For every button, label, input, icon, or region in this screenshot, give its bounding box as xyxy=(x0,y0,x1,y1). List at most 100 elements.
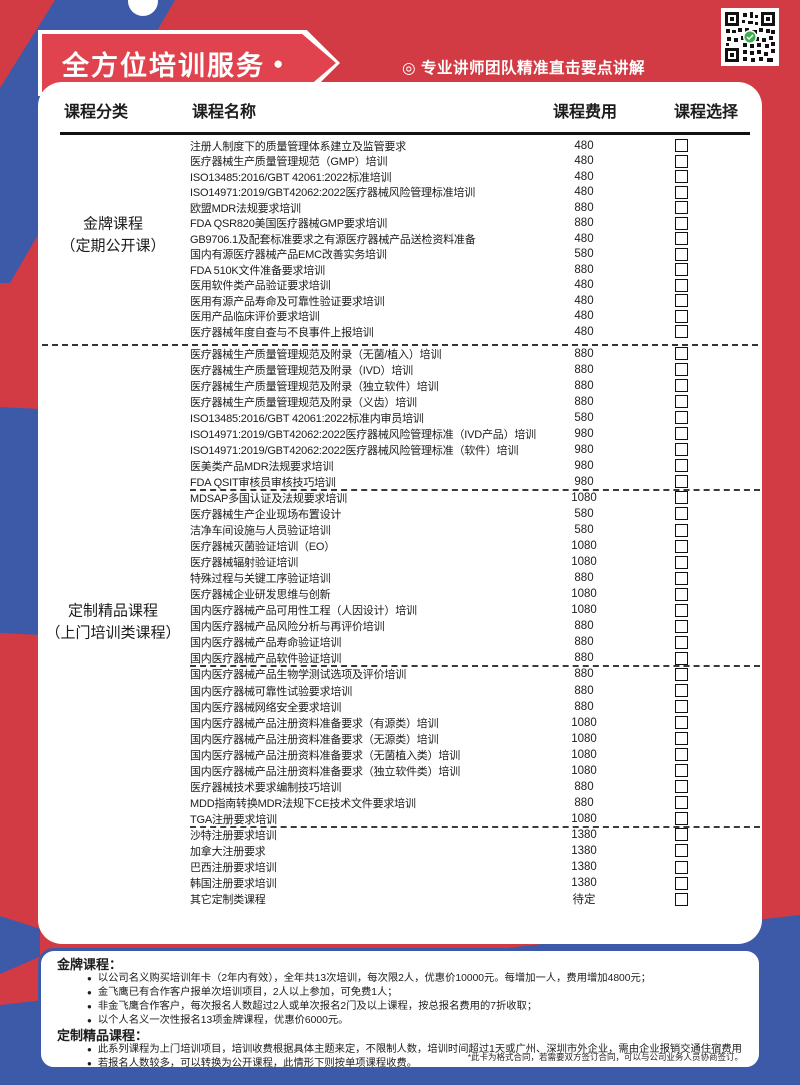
course-name: 国内医疗器械产品注册资料准备要求（无菌植入类）培训 xyxy=(190,749,460,762)
course-select-checkbox[interactable] xyxy=(674,571,688,585)
course-select-checkbox[interactable] xyxy=(674,475,688,489)
course-select-checkbox[interactable] xyxy=(674,427,688,441)
course-fee: 1080 xyxy=(571,604,597,617)
course-select-cell xyxy=(626,427,736,441)
course-select-checkbox[interactable] xyxy=(674,780,688,794)
course-select-checkbox[interactable] xyxy=(674,443,688,457)
course-select-checkbox[interactable] xyxy=(674,828,688,842)
table-row: FDA QSIT审核员审核技巧培训 980 xyxy=(38,474,762,491)
course-name: 医美类产品MDR法规要求培训 xyxy=(190,460,334,473)
course-select-checkbox[interactable] xyxy=(674,185,688,199)
course-select-cell xyxy=(626,325,736,339)
course-fee: 480 xyxy=(574,170,594,183)
contract-footnote: *此卡为格式合同，若需要双方签订合同，可以与公司业务人员协商签订。 xyxy=(467,1052,743,1062)
course-fee: 880 xyxy=(574,379,594,392)
course-select-checkbox[interactable] xyxy=(674,796,688,810)
course-fee: 480 xyxy=(574,139,594,152)
table-row: 医疗器械辐射验证培训 1080 xyxy=(38,554,762,570)
course-select-checkbox[interactable] xyxy=(674,635,688,649)
course-select-checkbox[interactable] xyxy=(674,347,688,361)
course-select-checkbox[interactable] xyxy=(674,876,688,890)
table-row: 巴西注册要求培训 1380 xyxy=(38,859,762,875)
course-fee: 1080 xyxy=(571,764,597,777)
course-select-checkbox[interactable] xyxy=(674,667,688,681)
bullet-text: 此系列课程为上门培训项目，培训收费根据具体主题来定，不限制人数，培训时间超过1天… xyxy=(97,1044,743,1055)
course-select-checkbox[interactable] xyxy=(674,294,688,308)
table-row: FDA 510K文件准备要求培训 880 xyxy=(38,262,762,278)
table-row: MDD指南转换MDR法规下CE技术文件要求培训 880 xyxy=(38,795,762,811)
course-select-checkbox[interactable] xyxy=(674,247,688,261)
course-select-checkbox[interactable] xyxy=(674,748,688,762)
course-select-checkbox[interactable] xyxy=(674,325,688,339)
course-select-checkbox[interactable] xyxy=(674,812,688,826)
course-select-checkbox[interactable] xyxy=(674,411,688,425)
course-select-checkbox[interactable] xyxy=(674,619,688,633)
course-select-checkbox[interactable] xyxy=(674,154,688,168)
table-row: 国内医疗器械产品注册资料准备要求（无源类）培训 1080 xyxy=(38,731,762,747)
course-name: ISO14971:2019/GBT42062:2022医疗器械风险管理标准（IV… xyxy=(190,428,536,441)
course-select-checkbox[interactable] xyxy=(674,844,688,858)
course-name: ISO13485:2016/GBT 42061:2022标准培训 xyxy=(190,171,392,184)
course-select-checkbox[interactable] xyxy=(674,716,688,730)
course-select-cell xyxy=(626,555,736,569)
course-select-checkbox[interactable] xyxy=(674,555,688,569)
course-select-checkbox[interactable] xyxy=(674,587,688,601)
course-select-checkbox[interactable] xyxy=(674,700,688,714)
course-select-cell xyxy=(626,170,736,184)
course-fee: 980 xyxy=(574,475,594,488)
table-row: 医疗器械生产质量管理规范及附录（义齿）培训 880 xyxy=(38,394,762,410)
course-name: 沙特注册要求培训 xyxy=(190,829,277,842)
course-select-checkbox[interactable] xyxy=(674,523,688,537)
course-select-checkbox[interactable] xyxy=(674,309,688,323)
circle-decoration xyxy=(128,0,158,16)
course-name: 国内有源医疗器械产品EMC改善实务培训 xyxy=(190,249,387,262)
course-select-checkbox[interactable] xyxy=(674,459,688,473)
table-row: 国内医疗器械网络安全要求培训 880 xyxy=(38,699,762,715)
course-select-checkbox[interactable] xyxy=(674,892,688,906)
course-select-checkbox[interactable] xyxy=(674,684,688,697)
course-select-checkbox[interactable] xyxy=(674,263,688,277)
note-bullet-item: ● 若报名人数较多，可以转换为公开课程，此情形下则按单项课程收费。 xyxy=(57,1057,743,1071)
course-select-checkbox[interactable] xyxy=(674,170,688,184)
course-select-checkbox[interactable] xyxy=(674,278,688,292)
course-select-checkbox[interactable] xyxy=(674,232,688,246)
course-select-checkbox[interactable] xyxy=(674,651,688,665)
course-name: FDA QSR820美国医疗器械GMP要求培训 xyxy=(190,218,388,231)
course-name: GB9706.1及配套标准要求之有源医疗器械产品送检资料准备 xyxy=(190,233,476,246)
course-select-checkbox[interactable] xyxy=(674,216,688,230)
course-select-checkbox[interactable] xyxy=(674,539,688,553)
table-row: ISO14971:2019/GBT42062:2022医疗器械风险管理标准（软件… xyxy=(38,442,762,458)
course-select-cell xyxy=(626,651,736,665)
table-row: 国内医疗器械产品注册资料准备要求（有源类）培训 1080 xyxy=(38,715,762,731)
course-select-checkbox[interactable] xyxy=(674,860,688,874)
course-select-checkbox[interactable] xyxy=(674,379,688,393)
course-select-checkbox[interactable] xyxy=(674,363,688,377)
course-select-checkbox[interactable] xyxy=(674,507,688,521)
table-row: 医用产品临床评价要求培训 480 xyxy=(38,309,762,325)
course-select-checkbox[interactable] xyxy=(674,732,688,746)
table-row: 医疗器械生产企业现场布置设计 580 xyxy=(38,506,762,522)
course-select-cell xyxy=(626,443,736,457)
course-fee: 880 xyxy=(574,395,594,408)
course-select-checkbox[interactable] xyxy=(674,491,688,505)
bullet-icon: ● xyxy=(87,988,92,997)
course-select-cell xyxy=(626,587,736,601)
dot-icon: ● xyxy=(273,53,284,73)
table-row: FDA QSR820美国医疗器械GMP要求培训 880 xyxy=(38,216,762,232)
course-select-checkbox[interactable] xyxy=(674,603,688,617)
course-fee: 480 xyxy=(574,310,594,323)
course-fee: 880 xyxy=(574,572,594,585)
course-fee: 980 xyxy=(574,443,594,456)
course-select-cell xyxy=(626,539,736,553)
course-select-checkbox[interactable] xyxy=(674,764,688,778)
course-fee: 580 xyxy=(574,411,594,424)
qr-code xyxy=(721,8,779,66)
course-select-checkbox[interactable] xyxy=(674,139,688,153)
course-select-checkbox[interactable] xyxy=(674,201,688,215)
course-select-cell xyxy=(626,363,736,377)
table-row: 加拿大注册要求 1380 xyxy=(38,843,762,859)
course-select-checkbox[interactable] xyxy=(674,395,688,409)
page-title: 全方位培训服务 xyxy=(62,50,265,81)
table-row: 沙特注册要求培训 1380 xyxy=(38,827,762,843)
